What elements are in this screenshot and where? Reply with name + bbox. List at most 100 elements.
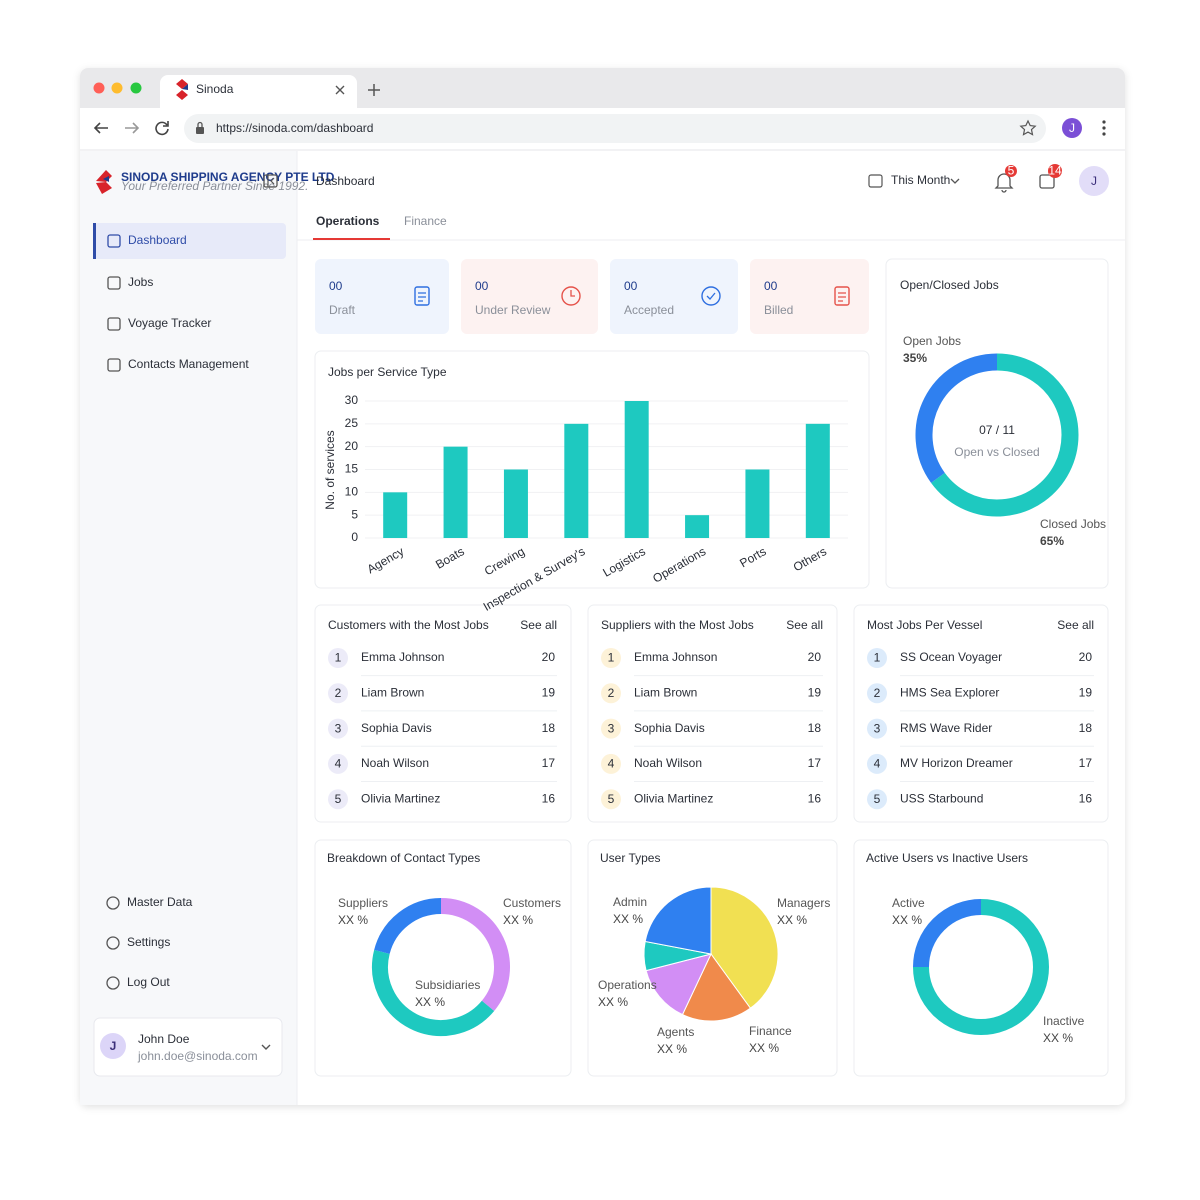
user-name: John Doe	[138, 1032, 190, 1046]
row-name: Sophia Davis	[634, 721, 705, 735]
url-field[interactable]	[184, 114, 1046, 143]
rank-badge	[328, 753, 348, 774]
row-count: 18	[542, 721, 556, 735]
donut-segment	[931, 353, 1079, 517]
stat-label: Draft	[329, 303, 356, 317]
y-tick-label: 15	[345, 462, 359, 476]
rank: 3	[874, 721, 881, 735]
rank-badge	[601, 753, 621, 774]
bar	[564, 423, 589, 538]
collapse-button[interactable]	[263, 174, 278, 188]
bookmark-star[interactable]	[1019, 119, 1037, 136]
page-title: Dashboard	[316, 174, 375, 188]
stat-value: 00	[475, 279, 489, 293]
row-count: 19	[808, 685, 822, 699]
url-text: https://sinoda.com/dashboard	[216, 121, 373, 135]
row-name: SS Ocean Voyager	[900, 650, 1002, 664]
row-count: 18	[1079, 721, 1093, 735]
forward-button[interactable]	[125, 122, 140, 134]
profile-avatar[interactable]	[1062, 118, 1082, 138]
calendar-badge	[1048, 164, 1062, 178]
donut-center-value: 07 / 11	[979, 423, 1015, 437]
row-name: HMS Sea Explorer	[900, 685, 999, 699]
reload-button[interactable]	[155, 121, 169, 136]
nav-item[interactable]: Settings	[127, 935, 170, 949]
row-count: 20	[1079, 650, 1093, 664]
nav-item[interactable]: Dashboard	[128, 233, 187, 247]
header-avatar[interactable]	[1079, 166, 1109, 196]
back-button[interactable]	[93, 122, 108, 134]
minimize-dot[interactable]	[111, 82, 123, 94]
logo-accent	[103, 176, 109, 182]
row-name: Noah Wilson	[361, 756, 429, 770]
pie-slice	[710, 886, 779, 1009]
nav-item[interactable]: Master Data	[127, 895, 193, 909]
chart-title: Jobs per Service Type	[328, 365, 447, 379]
segment-value: XX %	[338, 913, 368, 927]
rank: 2	[608, 686, 615, 700]
donut-segment	[913, 899, 1049, 1035]
tab-finance[interactable]: Finance	[404, 214, 447, 228]
stat-card	[461, 259, 598, 334]
stat-icon-detail	[838, 292, 846, 302]
segment-label: Subsidiaries	[415, 978, 480, 992]
period-select[interactable]: This Month	[891, 173, 950, 187]
tab-operations[interactable]: Operations	[316, 214, 380, 228]
y-tick-label: 10	[345, 485, 359, 499]
segment-value: XX %	[598, 995, 628, 1009]
tab-close[interactable]	[335, 85, 345, 95]
maximize-dot[interactable]	[130, 82, 142, 94]
donut-segment	[915, 353, 998, 483]
notifications-count: 5	[1008, 164, 1015, 178]
close-dot[interactable]	[93, 82, 105, 94]
segment-value: XX %	[892, 913, 922, 927]
nav-item[interactable]: Voyage Tracker	[128, 316, 211, 330]
y-axis-label: No. of services	[323, 430, 337, 509]
row-count: 18	[808, 721, 822, 735]
user-chevron[interactable]	[261, 1044, 271, 1050]
stat-icon	[834, 286, 850, 306]
segment-value: XX %	[415, 995, 445, 1009]
y-tick-label: 30	[345, 393, 359, 407]
browser-menu[interactable]	[1102, 120, 1106, 136]
segment-label: Agents	[657, 1025, 694, 1039]
nav-active-bg	[94, 223, 286, 259]
segment-label: Open Jobs	[903, 334, 961, 348]
row-count: 17	[542, 756, 556, 770]
pie-slice	[644, 886, 712, 955]
nav-item[interactable]: Jobs	[128, 275, 153, 289]
rank: 4	[874, 757, 881, 771]
rank: 1	[874, 651, 881, 665]
stat-card	[750, 259, 869, 334]
bar	[503, 469, 528, 538]
period-chevron[interactable]	[950, 178, 960, 184]
see-all[interactable]: See all	[520, 618, 557, 632]
nav-icon	[107, 234, 121, 248]
stat-label: Under Review	[475, 303, 551, 317]
bar	[805, 423, 830, 538]
logo-mark-lower	[96, 182, 112, 194]
segment-label: Suppliers	[338, 896, 388, 910]
see-all[interactable]: See all	[1057, 618, 1094, 632]
new-tab[interactable]	[368, 84, 380, 96]
collapse-icon	[267, 175, 275, 187]
y-tick-label: 25	[345, 416, 359, 430]
list-card	[587, 604, 838, 823]
profile-initial: J	[1069, 121, 1075, 135]
stat-label: Billed	[764, 303, 793, 317]
stat-value: 00	[329, 279, 343, 293]
donut-card	[885, 258, 1109, 589]
see-all[interactable]: See all	[786, 618, 823, 632]
rank-badge	[328, 683, 348, 704]
segment-value: XX %	[1043, 1031, 1073, 1045]
rank-badge	[867, 648, 887, 668]
browser-tab[interactable]	[160, 75, 357, 108]
nav-item[interactable]: Log Out	[127, 975, 170, 989]
calendar-button[interactable]	[1039, 174, 1055, 189]
segment-value: XX %	[613, 912, 643, 926]
nav-icon	[107, 358, 121, 372]
segment-value: XX %	[503, 913, 533, 927]
nav-icon	[106, 896, 120, 910]
nav-item[interactable]: Contacts Management	[128, 357, 249, 371]
user-card[interactable]	[93, 1017, 283, 1077]
